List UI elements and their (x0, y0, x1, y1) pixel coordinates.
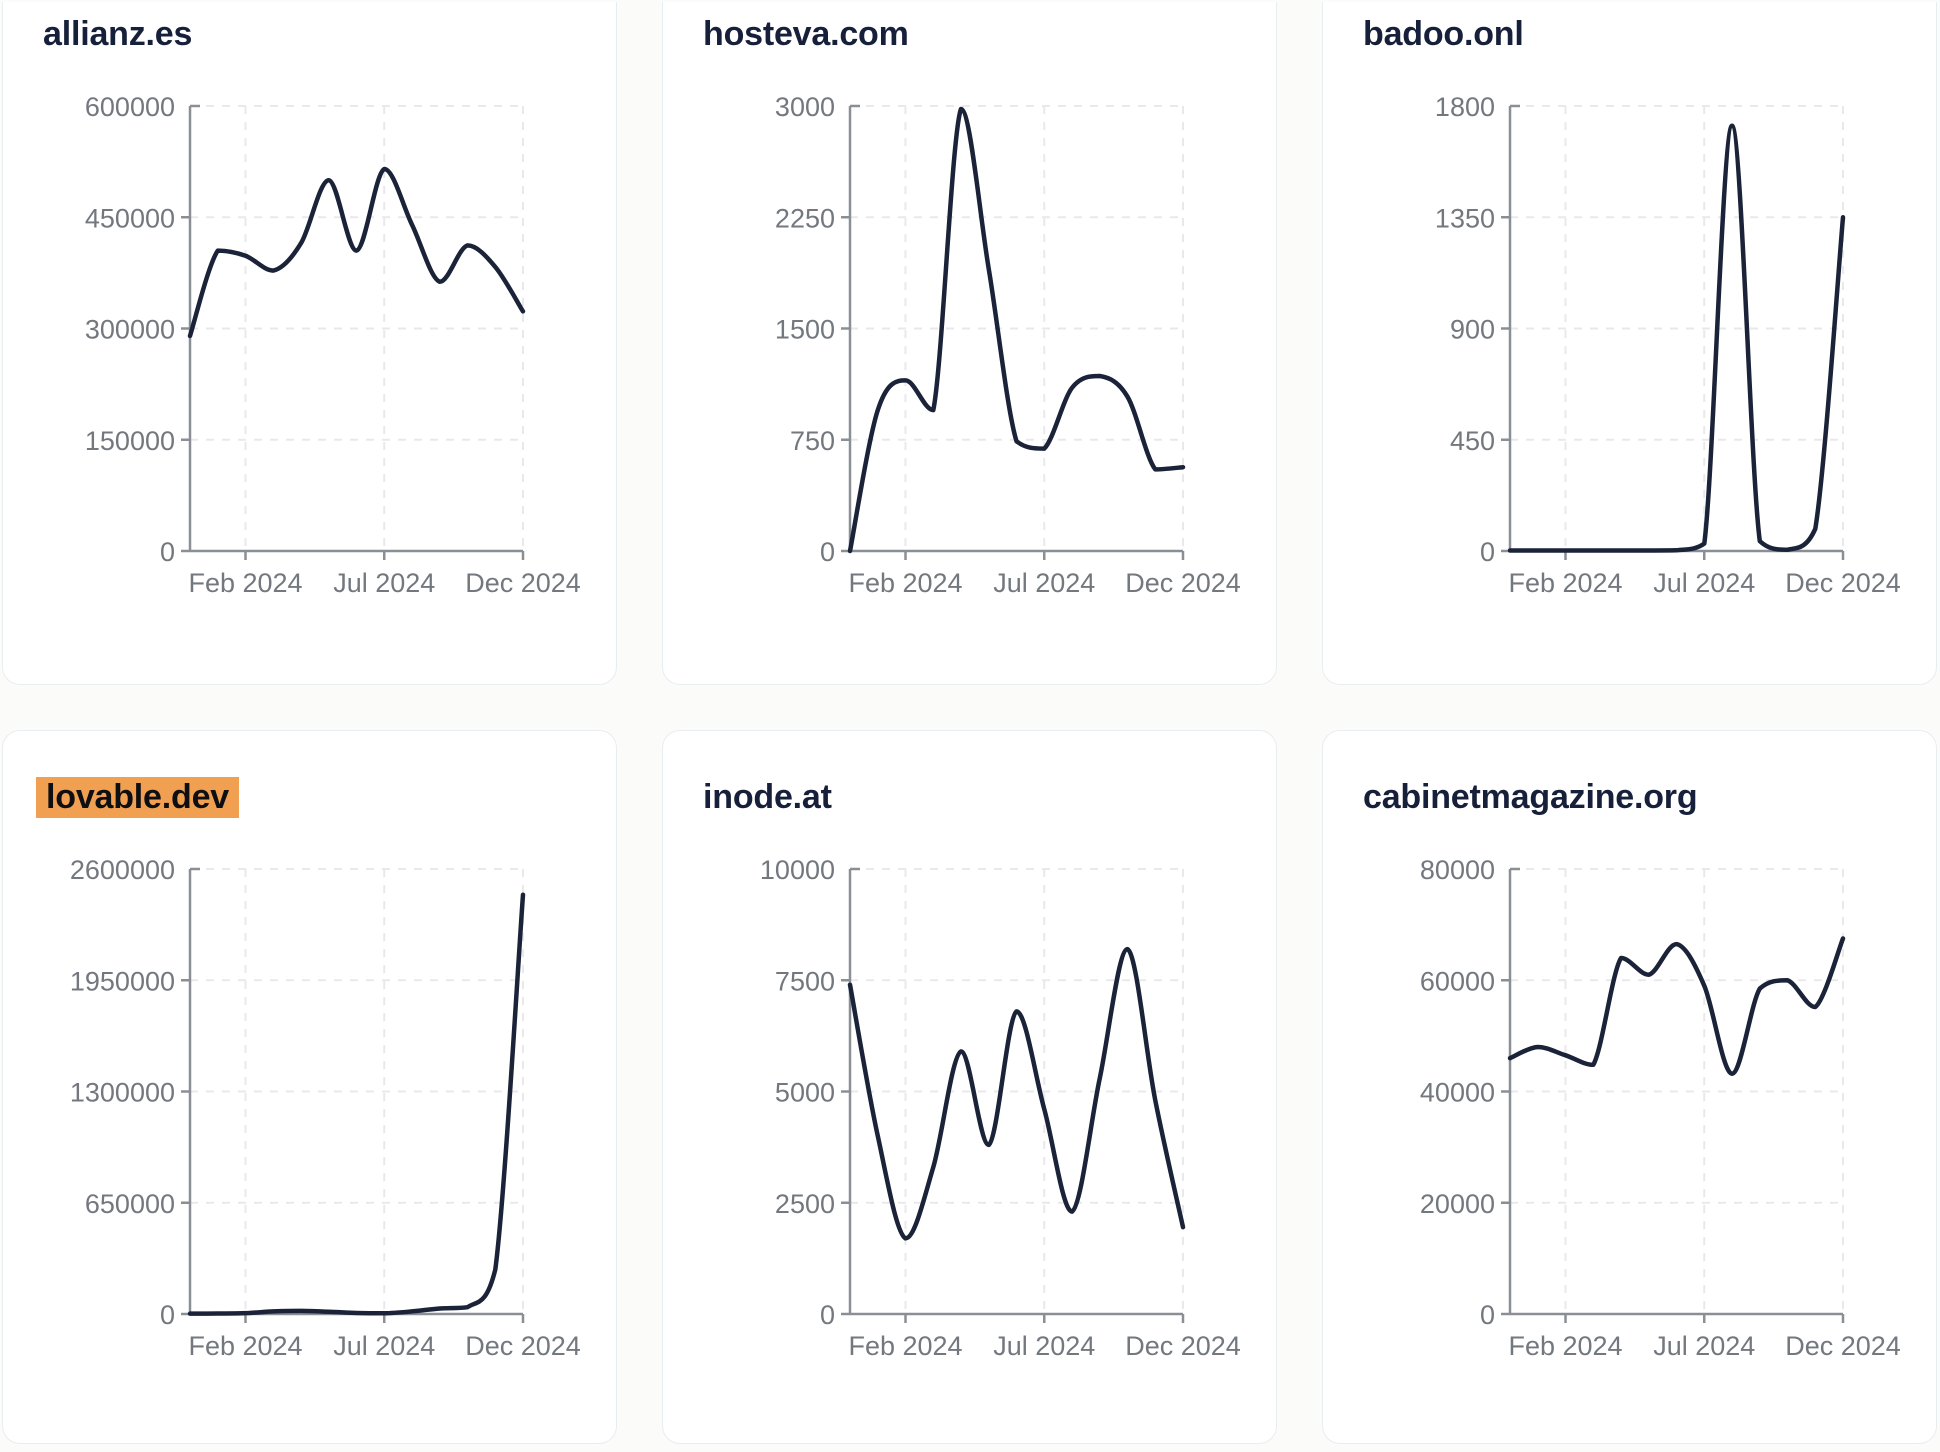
svg-text:Dec 2024: Dec 2024 (465, 1331, 581, 1361)
svg-text:Jul 2024: Jul 2024 (1653, 1331, 1755, 1361)
chart-title: hosteva.com (703, 15, 909, 53)
svg-text:Jul 2024: Jul 2024 (333, 1331, 435, 1361)
svg-text:0: 0 (820, 1300, 835, 1330)
svg-text:2600000: 2600000 (70, 855, 175, 885)
svg-text:750: 750 (790, 426, 835, 456)
svg-text:150000: 150000 (85, 426, 175, 456)
svg-text:1950000: 1950000 (70, 966, 175, 996)
svg-text:Dec 2024: Dec 2024 (1785, 1331, 1901, 1361)
svg-text:20000: 20000 (1420, 1189, 1495, 1219)
svg-text:600000: 600000 (85, 92, 175, 122)
svg-text:3000: 3000 (775, 92, 835, 122)
svg-text:Dec 2024: Dec 2024 (465, 568, 581, 598)
svg-text:1350: 1350 (1435, 203, 1495, 233)
svg-text:Jul 2024: Jul 2024 (993, 568, 1095, 598)
svg-text:650000: 650000 (85, 1189, 175, 1219)
chart-title-row: lovable.dev (3, 731, 616, 818)
svg-text:1800: 1800 (1435, 92, 1495, 122)
svg-text:450: 450 (1450, 426, 1495, 456)
svg-text:1500: 1500 (775, 315, 835, 345)
chart-title-row: badoo.onl (1323, 2, 1936, 55)
svg-text:Feb 2024: Feb 2024 (848, 1331, 962, 1361)
svg-text:300000: 300000 (85, 315, 175, 345)
line-chart: 0 650000 1300000 1950000 2600000 Feb 2024 Jul … (70, 855, 581, 1361)
svg-text:Jul 2024: Jul 2024 (993, 1331, 1095, 1361)
svg-text:80000: 80000 (1420, 855, 1495, 885)
chart-card-lovable: lovable.dev 0 650000 1300000 1950000 2600000… (2, 730, 617, 1444)
line-chart: 0 2500 5000 7500 10000 Feb 2024 Jul 2024 Dec 20… (760, 855, 1241, 1361)
svg-text:7500: 7500 (775, 966, 835, 996)
svg-text:2250: 2250 (775, 203, 835, 233)
svg-text:0: 0 (820, 537, 835, 567)
svg-text:Jul 2024: Jul 2024 (1653, 568, 1755, 598)
line-chart: 0 750 1500 2250 3000 Feb 2024 Jul 2024 Dec 2024 (775, 92, 1241, 598)
line-chart: 0 450 900 1350 1800 Feb 2024 Jul 2024 Dec 2024 (1435, 92, 1901, 598)
svg-text:Dec 2024: Dec 2024 (1125, 1331, 1241, 1361)
chart-card-hosteva: hosteva.com 0 750 1500 2250 3000 Feb 2024 Jul … (662, 2, 1277, 685)
chart-card-cabinetmagazine: cabinetmagazine.org 0 20000 40000 60000 8000… (1322, 730, 1937, 1444)
svg-text:10000: 10000 (760, 855, 835, 885)
chart-card-allianz: allianz.es 0 150000 300000 450000 600000 Feb … (2, 2, 617, 685)
svg-text:Feb 2024: Feb 2024 (1508, 1331, 1622, 1361)
svg-text:0: 0 (160, 1300, 175, 1330)
chart-card-inode: inode.at 0 2500 5000 7500 10000 Feb 2024 Jul 2… (662, 730, 1277, 1444)
svg-text:0: 0 (160, 537, 175, 567)
svg-text:900: 900 (1450, 315, 1495, 345)
chart-title-row: inode.at (663, 731, 1276, 818)
svg-text:Feb 2024: Feb 2024 (188, 1331, 302, 1361)
chart-title: allianz.es (43, 15, 193, 53)
svg-text:60000: 60000 (1420, 966, 1495, 996)
chart-title-row: hosteva.com (663, 2, 1276, 55)
svg-text:5000: 5000 (775, 1078, 835, 1108)
svg-text:40000: 40000 (1420, 1078, 1495, 1108)
line-chart: 0 150000 300000 450000 600000 Feb 2024 Jul 202… (85, 92, 581, 598)
chart-title-row: allianz.es (3, 2, 616, 55)
svg-text:450000: 450000 (85, 203, 175, 233)
chart-title: badoo.onl (1363, 15, 1524, 53)
svg-text:1300000: 1300000 (70, 1078, 175, 1108)
svg-text:Dec 2024: Dec 2024 (1785, 568, 1901, 598)
svg-text:Dec 2024: Dec 2024 (1125, 568, 1241, 598)
svg-text:2500: 2500 (775, 1189, 835, 1219)
svg-text:0: 0 (1480, 537, 1495, 567)
chart-title-highlighted: lovable.dev (36, 777, 239, 818)
svg-text:Feb 2024: Feb 2024 (188, 568, 302, 598)
chart-title-row: cabinetmagazine.org (1323, 731, 1936, 818)
chart-card-badoo: badoo.onl 0 450 900 1350 1800 Feb 2024 Jul 202… (1322, 2, 1937, 685)
chart-title: inode.at (703, 778, 832, 816)
svg-text:Jul 2024: Jul 2024 (333, 568, 435, 598)
line-chart: 0 20000 40000 60000 80000 Feb 2024 Jul 2024 Dec… (1420, 855, 1901, 1361)
chart-title: cabinetmagazine.org (1363, 778, 1698, 816)
svg-text:Feb 2024: Feb 2024 (848, 568, 962, 598)
svg-text:Feb 2024: Feb 2024 (1508, 568, 1622, 598)
svg-text:0: 0 (1480, 1300, 1495, 1330)
